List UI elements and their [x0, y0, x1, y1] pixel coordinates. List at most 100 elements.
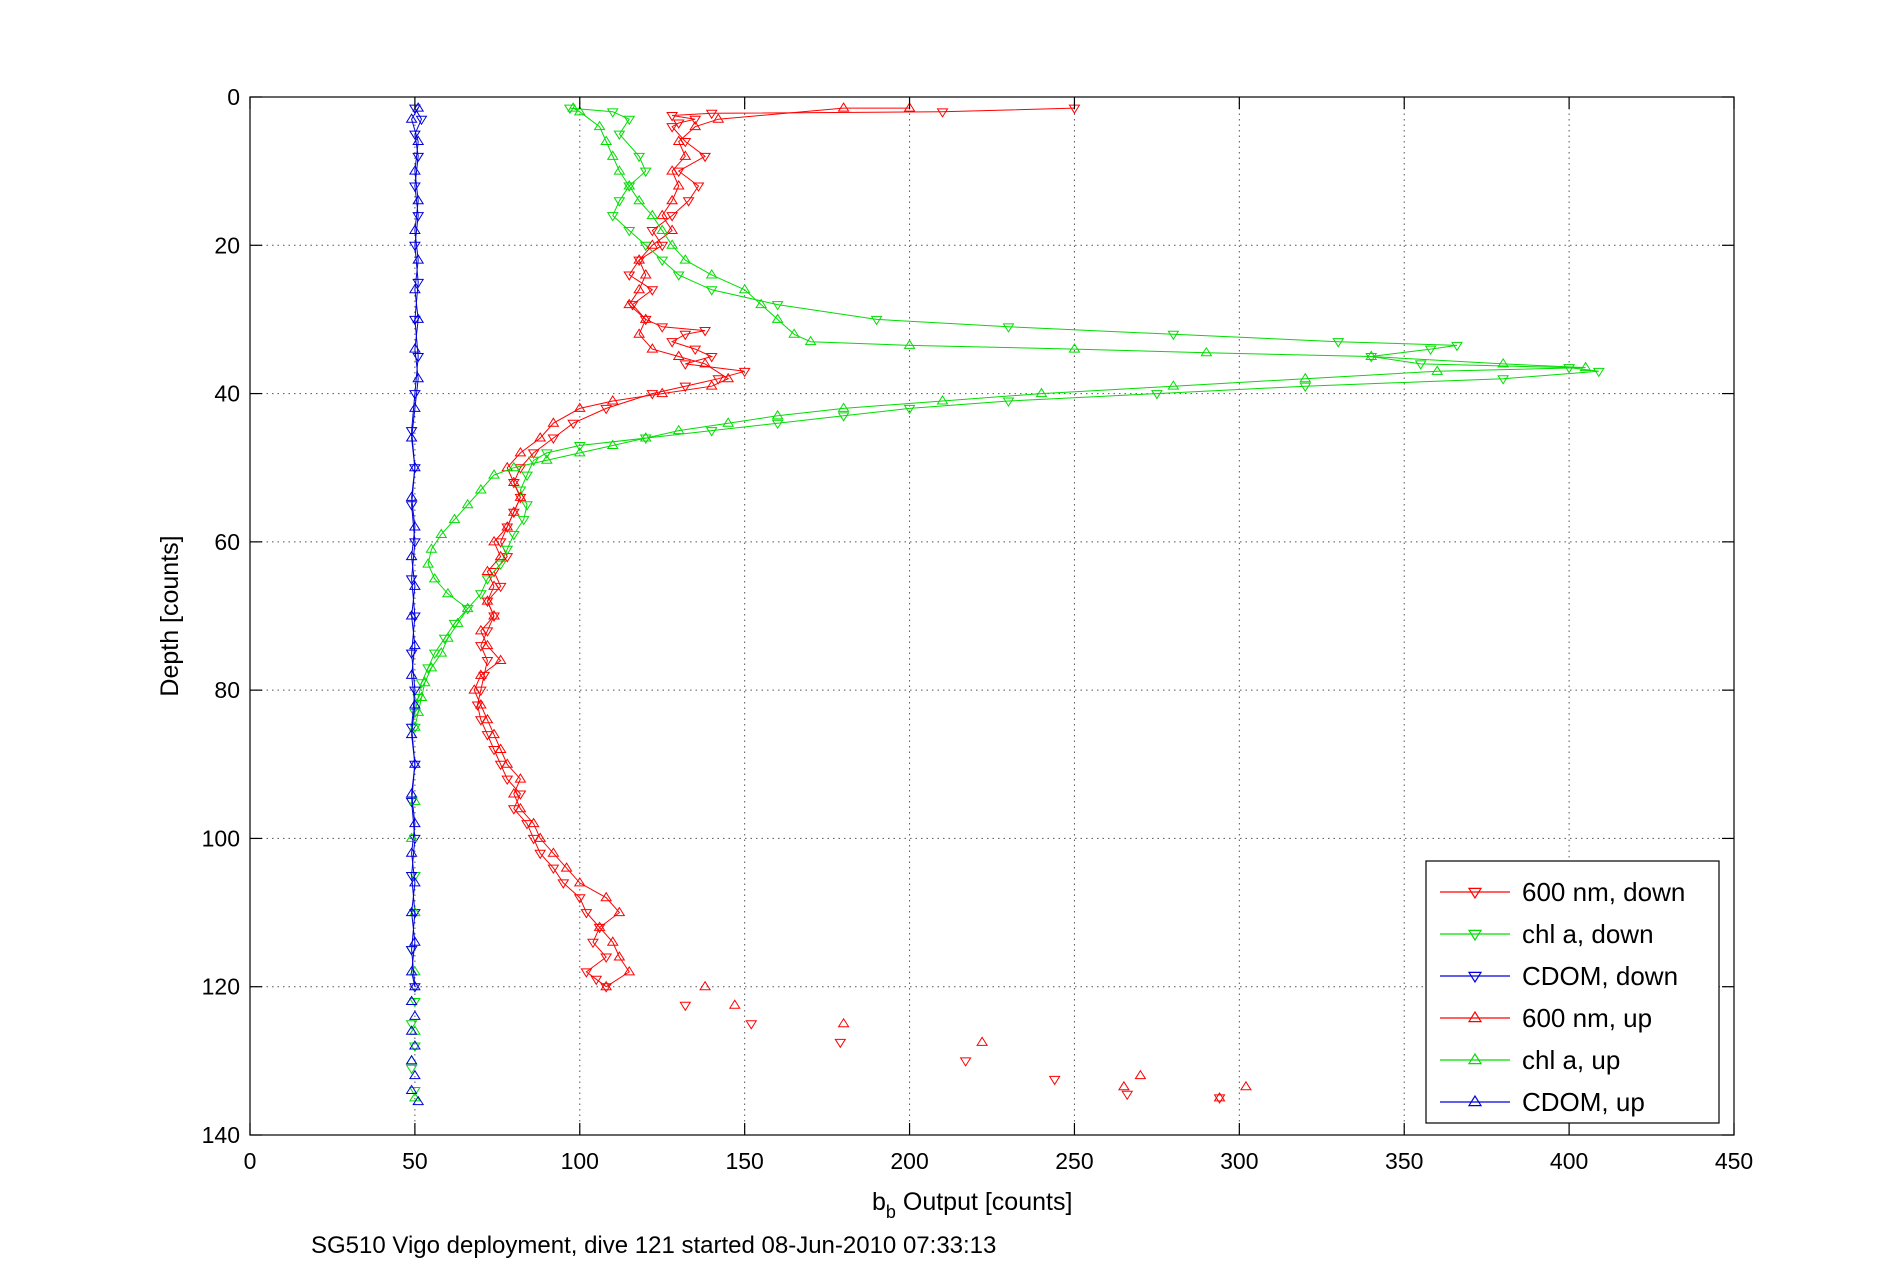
data-point [488, 535, 500, 546]
data-point [405, 113, 418, 123]
data-point [593, 923, 606, 934]
data-point [771, 419, 784, 430]
data-point [448, 513, 461, 524]
data-point [408, 165, 421, 175]
legend-label: 600 nm, down [1522, 877, 1685, 907]
data-point [672, 180, 685, 190]
x-tick-label: 300 [1220, 1148, 1258, 1174]
data-point [738, 283, 751, 294]
data-point [408, 876, 421, 887]
data-point [412, 102, 425, 112]
legend-entry: 600 nm, up [1440, 1003, 1652, 1033]
data-point [623, 182, 636, 192]
data-point [408, 834, 421, 845]
data-point [405, 1025, 418, 1035]
data-point [1213, 1094, 1226, 1104]
x-axis-label: bb Output [counts] [872, 1188, 1072, 1222]
data-point [606, 150, 619, 160]
data-point [656, 224, 669, 234]
x-tick-label: 250 [1055, 1148, 1093, 1174]
data-point [501, 461, 514, 472]
data-point [1167, 380, 1180, 390]
x-tick-label: 350 [1385, 1148, 1423, 1174]
data-point [481, 597, 494, 608]
x-tick-label: 0 [244, 1148, 257, 1174]
data-point [560, 862, 573, 872]
data-point [435, 647, 448, 657]
y-tick-label: 80 [214, 677, 240, 703]
data-point [682, 197, 695, 207]
data-point [666, 112, 679, 122]
data-point [514, 773, 527, 783]
data-point [699, 327, 711, 337]
data-point [656, 241, 669, 252]
data-point [501, 775, 514, 786]
legend-label: 600 nm, up [1522, 1003, 1652, 1033]
data-point [646, 343, 659, 353]
data-point [412, 313, 425, 323]
data-point [408, 980, 421, 991]
data-point [606, 439, 619, 449]
data-point [959, 1057, 972, 1067]
data-point [623, 298, 636, 309]
data-point [408, 182, 421, 192]
data-point [408, 343, 421, 353]
data-point [405, 723, 418, 734]
data-point [646, 239, 659, 249]
data-point [656, 387, 669, 398]
data-point [804, 335, 817, 346]
data-point [461, 498, 474, 509]
data-point [412, 152, 425, 163]
data-point [722, 417, 735, 427]
data-point [593, 921, 606, 931]
data-point [405, 787, 418, 798]
data-point [666, 212, 679, 222]
caption: SG510 Vigo deployment, dive 121 started … [311, 1232, 996, 1259]
data-point [468, 684, 481, 694]
data-point [679, 360, 692, 370]
data-point [606, 212, 619, 222]
x-tick-labels: 0 50 100 150 200 250 300 350 400 450 [244, 1148, 1754, 1174]
data-point [573, 894, 586, 904]
data-point [639, 268, 652, 279]
data-point [666, 194, 679, 205]
data-point [415, 691, 428, 702]
data-point [580, 909, 593, 919]
data-point [405, 427, 418, 437]
data-point [494, 743, 507, 753]
data-point [547, 417, 560, 427]
data-point [903, 404, 916, 415]
data-point [507, 506, 520, 516]
data-point [656, 256, 669, 267]
data-point [412, 135, 425, 145]
data-point [507, 461, 520, 472]
x-tick-label: 150 [725, 1148, 763, 1174]
data-point [699, 980, 711, 991]
data-point [623, 965, 636, 976]
data-point [405, 965, 418, 976]
series-layer [405, 102, 1605, 1106]
data-point [606, 936, 619, 946]
data-point [507, 787, 520, 798]
data-point [408, 639, 421, 650]
data-point [474, 624, 487, 635]
data-point [412, 694, 425, 704]
data-point [408, 315, 421, 326]
data-point [903, 102, 916, 112]
data-point [412, 194, 425, 205]
data-point [573, 441, 586, 452]
data-point [412, 372, 425, 383]
data-point [1592, 367, 1605, 378]
data-point [745, 1020, 758, 1030]
legend-label: CDOM, down [1522, 961, 1678, 991]
legend-entry: CDOM, up [1440, 1087, 1645, 1117]
y-tick-label: 100 [202, 825, 240, 851]
x-tick-label: 400 [1550, 1148, 1588, 1174]
tick-marks [249, 96, 1735, 1136]
data-point [666, 239, 679, 249]
data-point [1414, 360, 1427, 370]
series-cdom-down [405, 104, 428, 993]
data-point [488, 612, 500, 622]
data-point [408, 224, 421, 234]
data-point [771, 409, 784, 420]
